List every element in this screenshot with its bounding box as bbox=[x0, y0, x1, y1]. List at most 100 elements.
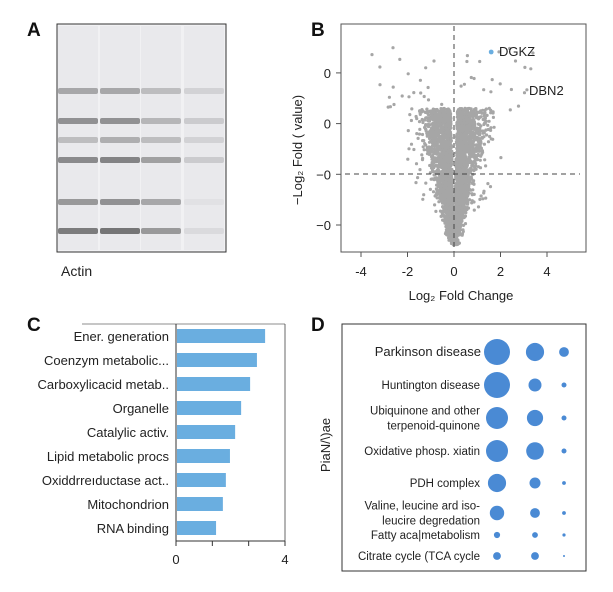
data-point bbox=[458, 225, 462, 229]
outlier-point bbox=[466, 174, 470, 178]
data-point bbox=[467, 169, 471, 174]
data-point bbox=[440, 213, 444, 217]
data-point bbox=[468, 152, 472, 157]
data-point bbox=[418, 111, 422, 115]
data-point bbox=[474, 162, 478, 166]
outlier-point bbox=[466, 206, 471, 210]
outlier-point bbox=[463, 183, 468, 187]
data-point bbox=[456, 189, 460, 194]
outlier-point bbox=[516, 104, 521, 108]
data-point bbox=[478, 144, 482, 148]
outlier-point bbox=[421, 139, 425, 143]
data-point bbox=[425, 134, 429, 138]
y-axis-label: PiaN/\)ae bbox=[318, 418, 333, 472]
category-label: Oxiddrreıductase act.. bbox=[42, 473, 169, 488]
y-tick-label: 0 bbox=[324, 117, 331, 132]
data-point bbox=[482, 114, 486, 118]
data-point bbox=[485, 133, 489, 137]
outlier-point bbox=[378, 83, 382, 87]
data-point bbox=[432, 173, 436, 177]
bubble bbox=[562, 481, 566, 485]
outlier-point bbox=[436, 151, 440, 155]
data-point bbox=[441, 110, 445, 114]
data-point bbox=[459, 132, 463, 136]
data-point bbox=[449, 236, 453, 240]
data-point bbox=[439, 171, 443, 175]
data-point bbox=[439, 115, 443, 119]
outlier-point bbox=[378, 65, 382, 69]
data-point bbox=[446, 129, 450, 133]
data-point bbox=[479, 124, 483, 128]
outlier-point bbox=[466, 150, 470, 154]
gel-band bbox=[58, 137, 98, 143]
gel-lane bbox=[100, 26, 140, 250]
data-point bbox=[485, 113, 489, 117]
data-point bbox=[461, 135, 465, 139]
panel-a-label: A bbox=[27, 20, 41, 41]
data-point bbox=[435, 115, 439, 119]
data-point bbox=[446, 141, 450, 145]
x-tick-label: 4 bbox=[543, 264, 550, 279]
data-point bbox=[463, 205, 467, 209]
data-point bbox=[428, 171, 432, 175]
outlier-point bbox=[412, 91, 416, 95]
data-point bbox=[484, 128, 488, 132]
data-point bbox=[435, 156, 439, 160]
outlier-point bbox=[434, 149, 438, 153]
data-point bbox=[444, 182, 448, 186]
category-label: Coenzym metabolic... bbox=[44, 353, 169, 368]
data-point bbox=[455, 180, 459, 184]
data-point bbox=[457, 228, 461, 232]
data-point bbox=[464, 211, 468, 215]
pathway-label: Citrate cycle (TCA cycle bbox=[358, 551, 480, 563]
data-point bbox=[459, 116, 463, 120]
data-point bbox=[425, 148, 429, 152]
outlier-point bbox=[472, 76, 476, 81]
data-point bbox=[427, 116, 431, 120]
x-axis-ticks: -4 -2 0 2 4 bbox=[355, 252, 551, 279]
gel-band bbox=[58, 228, 98, 234]
data-point bbox=[449, 144, 453, 148]
data-point bbox=[470, 125, 475, 130]
data-point bbox=[467, 181, 471, 185]
data-point bbox=[478, 131, 482, 136]
outlier-point bbox=[465, 117, 469, 121]
gel-band bbox=[58, 118, 98, 124]
data-point bbox=[430, 163, 434, 167]
gel-lane bbox=[184, 26, 224, 250]
outlier-point bbox=[433, 203, 437, 207]
data-point bbox=[447, 194, 451, 198]
outlier-point bbox=[432, 59, 436, 63]
outlier-point bbox=[391, 46, 395, 50]
outlier-point bbox=[466, 202, 470, 206]
outlier-point bbox=[459, 84, 463, 88]
data-point bbox=[469, 107, 473, 111]
data-point bbox=[467, 185, 471, 189]
data-point bbox=[465, 136, 469, 140]
bar bbox=[177, 377, 251, 391]
data-point bbox=[446, 135, 450, 139]
data-point bbox=[468, 198, 472, 202]
data-point bbox=[468, 137, 472, 141]
data-point bbox=[462, 147, 466, 151]
outlier-point bbox=[474, 129, 479, 133]
data-point bbox=[445, 214, 449, 219]
gel-band bbox=[184, 88, 224, 94]
outlier-point bbox=[463, 174, 468, 178]
panel-a: A Actin bbox=[27, 20, 227, 279]
data-point bbox=[408, 113, 412, 117]
data-point bbox=[487, 119, 491, 123]
data-point bbox=[441, 176, 445, 180]
pathway-label: Ubiquinone and other terpenoid-quinone bbox=[370, 406, 480, 433]
data-point bbox=[442, 172, 446, 176]
data-point bbox=[461, 214, 465, 218]
gel-band bbox=[100, 88, 140, 94]
data-point bbox=[486, 123, 490, 127]
outlier-point bbox=[424, 181, 428, 185]
outlier-point bbox=[434, 136, 438, 140]
outlier-point bbox=[481, 197, 485, 201]
outlier-point bbox=[426, 98, 431, 102]
pathway-label: Oxidative phosp. xiatin bbox=[364, 446, 480, 458]
outlier-point bbox=[509, 87, 513, 92]
